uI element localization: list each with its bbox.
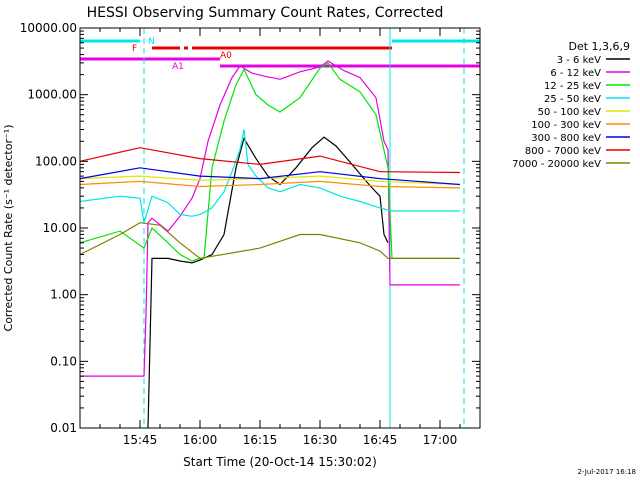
chart-title: HESSI Observing Summary Count Rates, Cor… [87,5,444,21]
y-tick-label: 1.00 [50,288,77,302]
x-tick-label: 17:00 [423,433,458,447]
x-tick-label: 16:15 [243,433,278,447]
footer-date: 2-Jul-2017 16:18 [577,468,636,476]
legend: Det 1,3,6,9 3 - 6 keV 6 - 12 keV 12 - 25 k… [512,40,630,170]
y-tick-label: 1000.00 [27,88,77,102]
legend-title: Det 1,3,6,9 [568,40,630,53]
series-line-3 [79,62,460,262]
y-tick-label: 0.10 [50,354,77,368]
y-tick-label: 100.00 [35,154,77,168]
legend-label-6: 100 - 300 keV [531,120,601,131]
series-line-9 [79,222,460,260]
x-tick-label: 16:45 [363,433,398,447]
x-tick-label: 15:45 [123,433,158,447]
flag-label-a0: A0 [220,51,232,61]
plot-area: N F A0 A1 [79,28,480,429]
flag-label-n: N [148,37,155,47]
series-line-2 [80,60,460,377]
flag-label-a1: A1 [172,62,184,72]
series-line-4 [79,129,460,223]
y-tick-label: 0.01 [50,421,77,435]
x-axis-label: Start Time (20-Oct-14 15:30:02) [183,455,377,469]
flag-label-f: F [132,44,137,54]
series-line-6 [79,180,461,189]
series-line-1 [147,136,389,429]
x-tick-label: 16:30 [303,433,338,447]
axes: 0.01 0.10 1.00 10.00 100.00 1000.00 10000.00 15… [20,21,480,447]
y-axis-label: Corrected Count Rate (s⁻¹ detector⁻¹) [2,125,15,332]
legend-label-5: 50 - 100 keV [538,107,602,118]
x-tick-label: 16:00 [183,433,218,447]
series-line-8 [79,147,461,174]
legend-label-3: 12 - 25 keV [544,81,601,92]
legend-label-2: 6 - 12 keV [550,68,601,79]
legend-label-8: 800 - 7000 keV [525,146,601,157]
legend-label-9: 7000 - 20000 keV [512,159,601,170]
y-tick-label: 10.00 [43,221,77,235]
series-line-7 [79,167,461,186]
legend-label-4: 25 - 50 keV [544,94,601,105]
legend-label-1: 3 - 6 keV [557,55,601,66]
legend-label-7: 300 - 800 keV [531,133,601,144]
y-tick-label: 10000.00 [20,21,77,35]
